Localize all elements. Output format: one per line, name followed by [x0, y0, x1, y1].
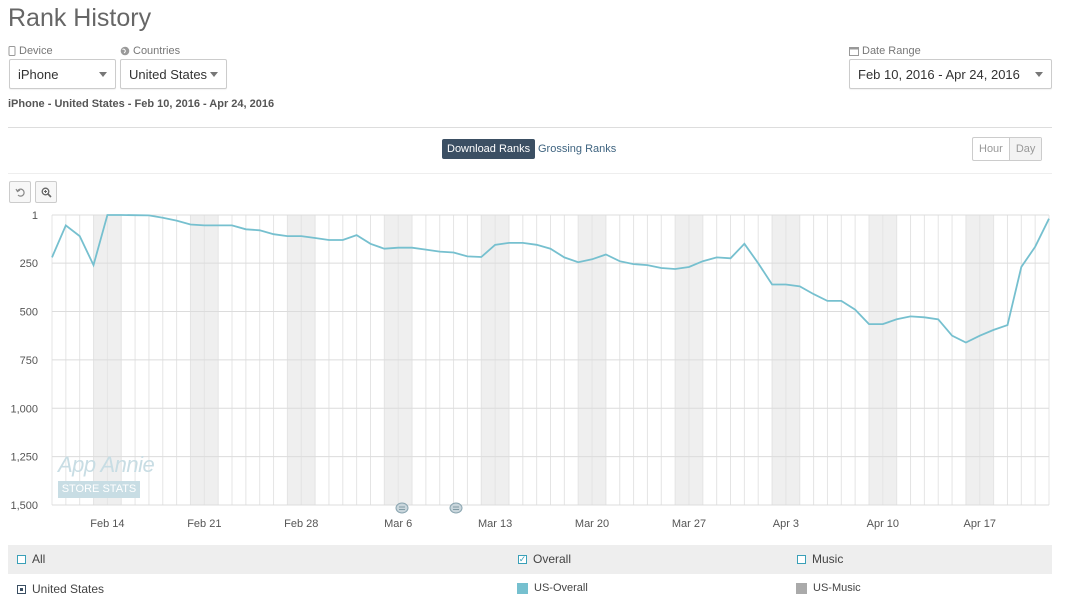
x-tick-label: Apr 3 [773, 518, 799, 530]
divider [8, 173, 1052, 174]
watermark-tag: STORE STATS [58, 481, 140, 498]
x-tick-label: Mar 6 [384, 518, 412, 530]
chevron-down-icon [210, 71, 218, 77]
x-tick-label: Mar 27 [672, 518, 706, 530]
checkbox-checked-icon: ✓ [518, 553, 527, 564]
granularity-toggle: Hour Day [972, 137, 1043, 161]
x-tick-label: Apr 10 [867, 518, 899, 530]
y-tick-label: 250 [20, 258, 38, 270]
legend-overall[interactable]: ✓ Overall [518, 552, 572, 566]
globe-icon [120, 46, 130, 56]
y-tick-label: 1,000 [10, 403, 38, 415]
device-select[interactable]: iPhone [9, 59, 116, 89]
rank-chart: 1 250 500 750 1,000 1,250 1,500 Feb 14 Feb 21 Fe… [10, 210, 1050, 530]
tab-grossing-ranks[interactable]: Grossing Ranks [538, 143, 617, 155]
reset-zoom-icon [14, 188, 25, 197]
x-tick-label: Feb 28 [284, 518, 318, 530]
date-range-label: Date Range [849, 45, 921, 57]
countries-label: Countries [120, 45, 180, 57]
page-title: Rank History [8, 4, 152, 32]
divider [8, 127, 1052, 128]
radio-selected-icon [17, 584, 26, 594]
y-tick-label: 750 [20, 355, 38, 367]
swatch-us-overall [517, 582, 528, 594]
legend-all[interactable]: All [17, 552, 45, 566]
hour-button[interactable]: Hour [979, 143, 1003, 155]
y-tick-label: 1 [32, 210, 38, 222]
zoom-button[interactable] [35, 181, 57, 203]
x-tick-label: Feb 14 [90, 518, 124, 530]
x-tick-label: Mar 13 [478, 518, 512, 530]
y-tick-label: 1,250 [10, 452, 38, 464]
reset-zoom-button[interactable] [9, 181, 31, 203]
legend-categories: All ✓ Overall Music [8, 545, 1052, 574]
checkbox-icon [797, 554, 806, 564]
legend-music[interactable]: Music [797, 552, 843, 566]
checkbox-icon [17, 554, 26, 564]
legend-series-us-music[interactable]: US-Music [796, 582, 861, 594]
series-line-us-overall [51, 214, 1050, 344]
x-tick-label: Feb 21 [187, 518, 221, 530]
chevron-down-icon [99, 71, 107, 77]
day-button[interactable]: Day [1008, 138, 1042, 160]
phone-icon [8, 46, 16, 56]
swatch-us-music [796, 582, 807, 594]
calendar-icon [849, 47, 859, 56]
legend-country[interactable]: United States [17, 582, 104, 596]
y-tick-label: 1,500 [10, 500, 38, 512]
device-label: Device [8, 45, 53, 57]
annotation-icon[interactable] [449, 502, 463, 514]
tab-download-ranks[interactable]: Download Ranks [442, 139, 536, 159]
chart-subtitle: iPhone - United States - Feb 10, 2016 - … [8, 98, 275, 110]
watermark-logo: App Annie [58, 452, 155, 477]
countries-select[interactable]: United States [120, 59, 227, 89]
legend-series-us-overall[interactable]: US-Overall [517, 582, 588, 594]
x-tick-label: Mar 20 [575, 518, 609, 530]
annotation-icon[interactable] [395, 502, 409, 514]
date-range-select[interactable]: Feb 10, 2016 - Apr 24, 2016 [849, 59, 1052, 89]
y-tick-label: 500 [20, 307, 38, 319]
x-tick-label: Apr 17 [964, 518, 996, 530]
chevron-down-icon [1035, 71, 1043, 77]
zoom-icon [41, 187, 52, 198]
